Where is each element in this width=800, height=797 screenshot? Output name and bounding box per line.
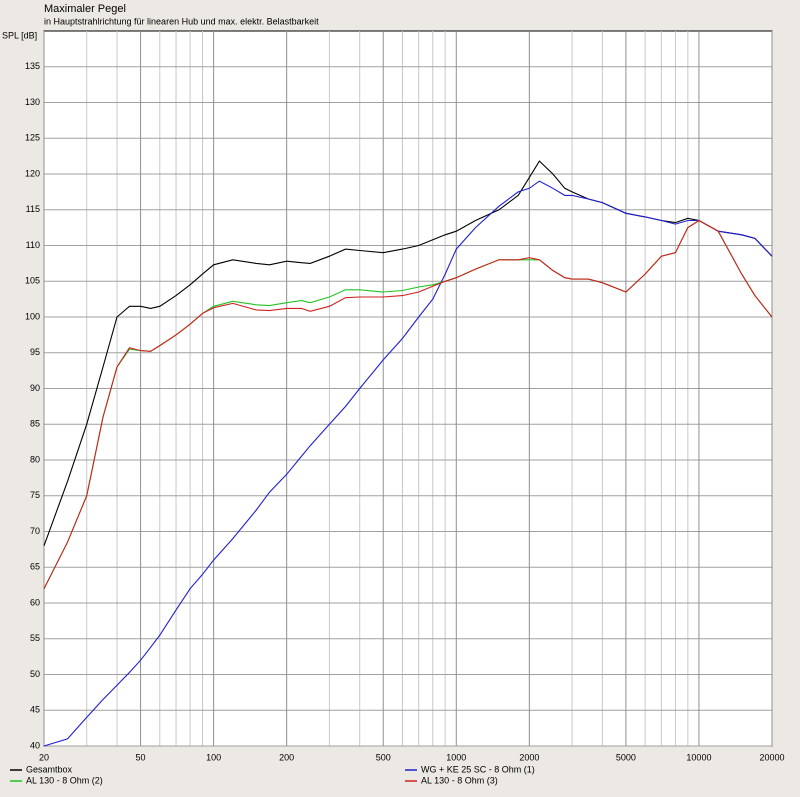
chart-title: Maximaler Pegel [44, 3, 126, 15]
y-tick-label: 75 [30, 490, 40, 500]
series-line [43, 180, 773, 747]
y-tick-label: 40 [30, 740, 40, 750]
y-tick-label: 70 [30, 526, 40, 536]
y-tick-label: 130 [25, 97, 40, 107]
legend-label: AL 130 - 8 Ohm (2) [26, 775, 103, 785]
y-tick-label: 100 [25, 311, 40, 321]
y-tick-label: 125 [25, 133, 40, 143]
x-tick-label: 10000 [686, 752, 711, 762]
y-tick-label: 115 [26, 204, 40, 214]
y-tick-label: 45 [30, 705, 40, 715]
y-tick-label: 55 [30, 633, 40, 643]
y-tick-label: 65 [30, 562, 40, 572]
x-tick-label: 5000 [616, 752, 636, 762]
x-tick-label: 100 [206, 752, 221, 762]
y-tick-label: 120 [25, 168, 40, 178]
y-tick-label: 135 [25, 61, 40, 71]
x-tick-label: 2000 [519, 752, 539, 762]
y-tick-label: 105 [25, 276, 40, 286]
x-tick-label: 500 [376, 752, 391, 762]
chart-subtitle: in Hauptstrahlrichtung für linearen Hub … [44, 16, 319, 26]
y-tick-label: 80 [30, 454, 40, 464]
y-tick-label: 110 [26, 240, 40, 250]
x-tick-label: 200 [279, 752, 294, 762]
legend-label: AL 130 - 8 Ohm (3) [421, 775, 498, 785]
y-tick-label: 90 [30, 383, 40, 393]
y-tick-label: 60 [30, 597, 40, 607]
y-axis-label: SPL [dB] [2, 30, 37, 40]
legend-label: Gesamtbox [26, 764, 73, 774]
y-tick-label: 95 [30, 347, 40, 357]
legend-label: WG + KE 25 SC - 8 Ohm (1) [421, 764, 535, 774]
series-line [43, 219, 773, 589]
y-tick-label: 85 [30, 419, 40, 429]
x-tick-label: 20 [39, 752, 49, 762]
y-tick-label: 50 [30, 669, 40, 679]
x-tick-label: 50 [136, 752, 146, 762]
x-tick-label: 20000 [759, 752, 784, 762]
x-tick-label: 1000 [446, 752, 466, 762]
